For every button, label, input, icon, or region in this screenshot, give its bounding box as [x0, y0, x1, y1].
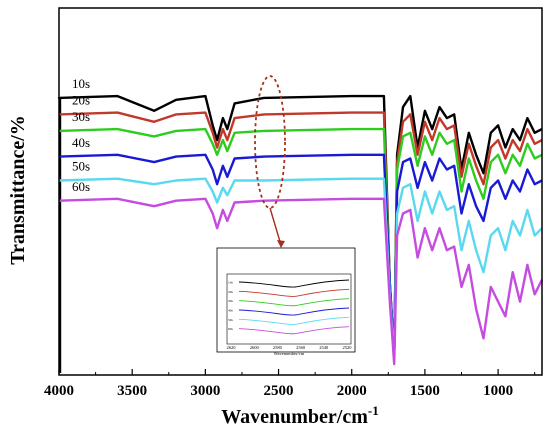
inset-x-tick-label: 2620 — [227, 345, 237, 350]
inset-line-30s — [238, 298, 350, 307]
x-tick-label: 3500 — [117, 383, 147, 399]
inset-series-label: 50s — [228, 318, 234, 322]
series-line-20s — [58, 111, 543, 358]
x-axis-title: Wavenumber/cm-1 — [221, 403, 379, 428]
inset-x-axis-title: Wavenumber/cm — [274, 351, 305, 356]
plot-frame — [58, 7, 543, 376]
inset-x-tick-label: 2540 — [319, 345, 329, 350]
series-line-60s — [58, 197, 544, 366]
x-axis-title-main: Wavenumber/cm — [221, 406, 368, 428]
series-label-10s: 10s — [72, 76, 90, 91]
inset-series-label: 30s — [228, 299, 234, 303]
inset-panel: 10s 20s 30s 40s 50s 60s 2620 2600 2580 2560 2540 25… — [216, 247, 356, 356]
series-label-40s: 40s — [72, 135, 90, 150]
highlight-ellipse — [254, 75, 286, 209]
x-tick-label: 1000 — [483, 383, 513, 399]
inset-line-40s — [238, 307, 350, 316]
inset-x-tick-label: 2520 — [343, 345, 353, 350]
x-axis-title-superscript: -1 — [368, 403, 379, 418]
inset-line-10s — [238, 279, 350, 288]
x-tick-label: 4000 — [44, 383, 74, 399]
y-axis-title: Transmittance/% — [7, 115, 29, 265]
series-line-40s — [58, 153, 543, 358]
inset-line-50s — [238, 316, 350, 325]
inset-series-label: 60s — [228, 327, 234, 331]
series-label-20s: 20s — [72, 93, 90, 108]
inset-series-label: 10s — [228, 281, 234, 285]
inset-line-60s — [238, 326, 350, 335]
series-line-50s — [58, 177, 543, 362]
plot-lines — [57, 94, 544, 373]
inset-plot-frame — [226, 273, 352, 345]
x-tick-label: 1500 — [410, 383, 440, 399]
inset-pointer-line — [269, 207, 282, 246]
x-axis-ticks: 4000 3500 3000 2500 2000 1500 1000 — [44, 369, 536, 399]
series-label-60s: 60s — [72, 179, 90, 194]
inset-series-label: 20s — [228, 290, 234, 294]
series-line-30s — [58, 127, 543, 358]
inset-x-tick-label: 2600 — [250, 345, 260, 350]
inset-line-20s — [238, 288, 350, 297]
inset-x-tick-label: 2560 — [296, 345, 306, 350]
x-tick-label: 2500 — [264, 383, 294, 399]
inset-pointer-arrowhead — [277, 240, 285, 248]
x-tick-label: 3000 — [190, 383, 220, 399]
inset-series-label: 40s — [228, 309, 234, 313]
x-tick-label: 2000 — [337, 383, 367, 399]
series-label-30s: 30s — [72, 109, 90, 124]
series-label-50s: 50s — [72, 159, 90, 174]
series-line-10s — [57, 94, 543, 373]
inset-x-tick-label: 2580 — [273, 345, 283, 350]
